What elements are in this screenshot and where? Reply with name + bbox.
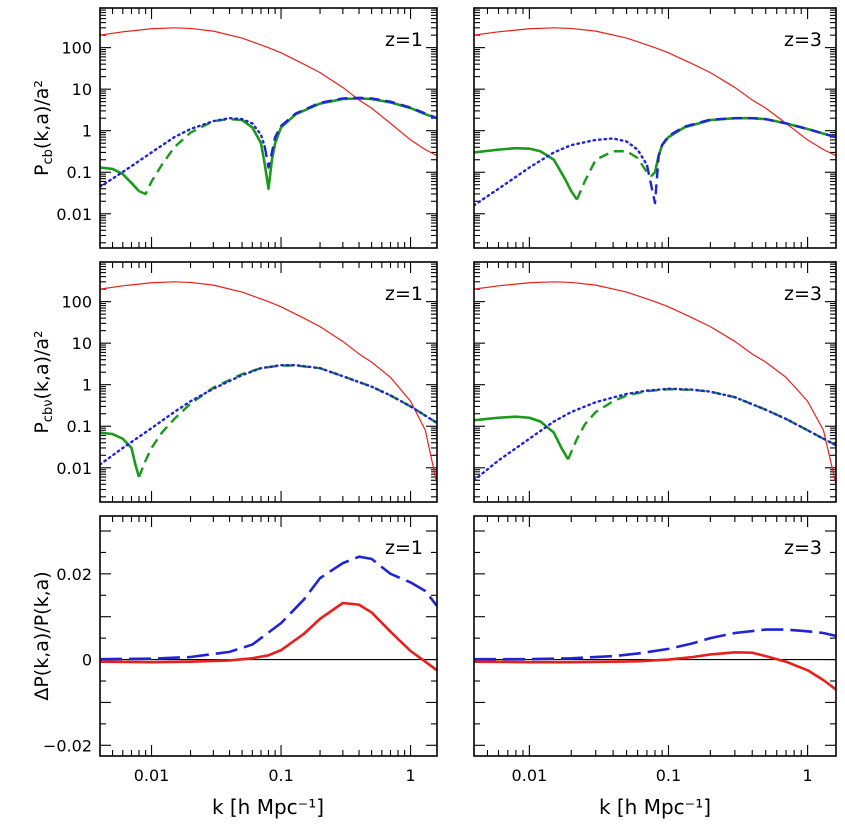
panel-label: z=1 [385, 283, 423, 305]
series-group [474, 27, 836, 207]
x-tick-label: 1 [803, 766, 813, 785]
series-line-green-1 [474, 146, 579, 201]
x-tick-label: 1 [405, 766, 415, 785]
y-tick-label: 0.01 [56, 205, 92, 224]
panel-bottom-right: 0.01 0.1 1 z=3 [473, 515, 837, 785]
panel-label: z=3 [784, 537, 822, 559]
y-tick-label: 0.02 [56, 565, 92, 584]
panel-label: z=1 [385, 29, 423, 51]
series-line-red-0 [474, 27, 836, 157]
axes-frame [99, 261, 438, 503]
series-line-green-2 [138, 117, 243, 196]
ylabel-row2: Pcbν(k,a)/a² [31, 330, 56, 433]
xlabel-right: k [h Mpc⁻¹] [599, 795, 711, 819]
series-line-green-3 [650, 116, 836, 178]
series-line-red-0 [474, 281, 836, 485]
series-line-red-0 [100, 281, 437, 485]
panel-label: z=1 [385, 537, 423, 559]
series-line-blue-0 [474, 628, 836, 661]
y-tick-label: 10 [72, 80, 92, 99]
panel-middle-right: z=3 [473, 261, 837, 503]
panel-label: z=3 [784, 283, 822, 305]
series-line-red-1 [100, 601, 437, 672]
series-line-blue-4 [100, 116, 267, 188]
series-line-green-1 [100, 166, 140, 193]
series-group [474, 281, 836, 485]
y-tick-label: 10 [72, 334, 92, 353]
y-tick-label: −0.02 [43, 736, 92, 755]
series-group [474, 628, 836, 691]
axes-frame [99, 515, 438, 757]
y-tick-label: 100 [61, 293, 92, 312]
series-line-red-1 [474, 650, 836, 691]
y-tick-label: 0.01 [56, 459, 92, 478]
series-line-green-2 [137, 364, 437, 478]
series-group [100, 555, 437, 672]
xlabel-left: k [h Mpc⁻¹] [212, 795, 324, 819]
series-line-blue-5 [645, 116, 836, 205]
axes-frame [473, 515, 837, 757]
ylabel-row3: ΔP(k,a)/P(k,a) [31, 571, 53, 700]
panel-middle-left: 0.01 0.1 1 10 100 z=1 [56, 261, 438, 503]
series-line-blue-3 [474, 387, 836, 482]
y-tick-label: 1 [82, 376, 92, 395]
x-tick-label: 0.1 [268, 766, 293, 785]
series-group [100, 281, 437, 485]
series-line-green-1 [474, 415, 570, 460]
x-tick-label: 0.01 [134, 766, 170, 785]
panel-label: z=3 [784, 29, 822, 51]
axes-frame [473, 7, 837, 249]
y-tick-label: 0 [82, 651, 92, 670]
series-line-blue-3 [100, 363, 437, 466]
panel-bottom-left: 0.01 0.1 1 −0.02 0 0.02 z=1 [43, 515, 438, 785]
x-tick-label: 0.01 [512, 766, 548, 785]
axes-frame [99, 7, 438, 249]
series-line-green-3 [241, 97, 437, 191]
series-line-blue-0 [100, 555, 437, 661]
series-group [100, 27, 437, 196]
y-tick-label: 0.1 [67, 417, 92, 436]
y-tick-label: 0.1 [67, 163, 92, 182]
panel-top-left: 0.01 0.1 1 10 100 z=1 [56, 7, 438, 249]
series-line-blue-4 [474, 137, 649, 207]
series-line-green-1 [100, 431, 141, 478]
axes-frame [473, 261, 837, 503]
ylabel-row1: Pcb(k,a)/a² [31, 80, 56, 176]
y-tick-label: 100 [61, 39, 92, 58]
series-line-blue-5 [263, 96, 437, 169]
series-line-red-0 [100, 27, 437, 157]
series-line-green-2 [575, 150, 652, 201]
panel-top-right: z=3 [473, 7, 837, 249]
x-tick-label: 0.1 [656, 766, 681, 785]
y-tick-label: 1 [82, 122, 92, 141]
